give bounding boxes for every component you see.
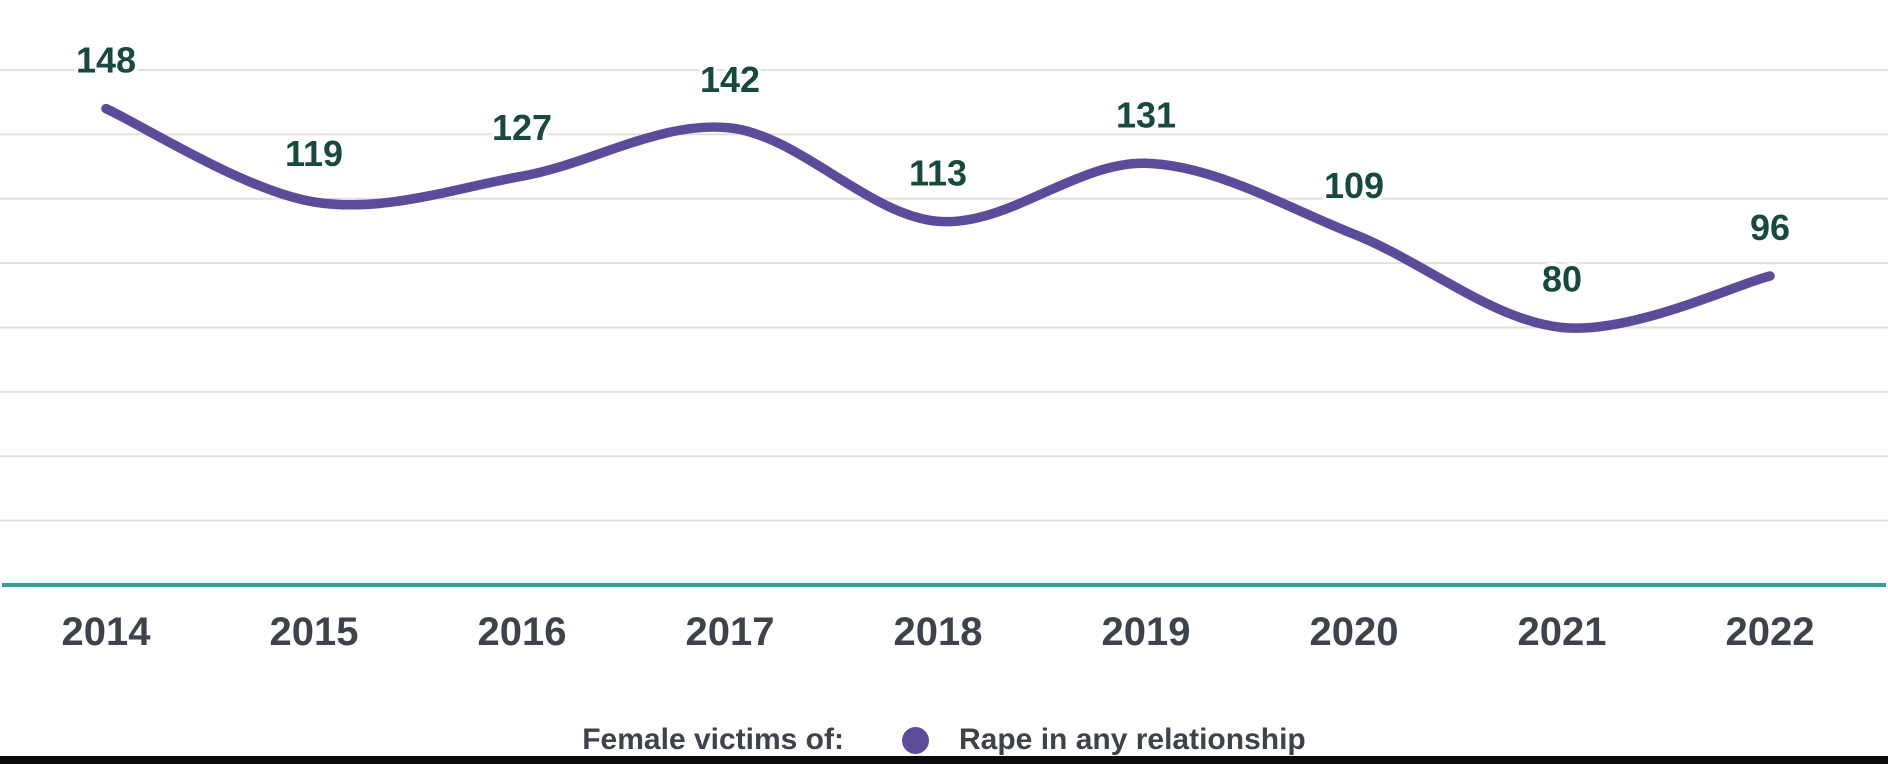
data-point-label: 142 (700, 59, 760, 100)
x-axis-label: 2016 (478, 610, 567, 654)
legend-prefix-label: Female victims of: (582, 723, 844, 756)
x-axis-label: 2014 (62, 610, 152, 654)
data-point-label: 96 (1750, 207, 1790, 248)
x-axis-label: 2020 (1310, 610, 1399, 654)
data-point-label: 80 (1542, 259, 1582, 300)
data-point-label: 127 (492, 107, 552, 148)
data-point-label: 109 (1324, 165, 1384, 206)
data-point-label: 119 (285, 133, 343, 174)
x-axis-label: 2015 (270, 610, 359, 654)
x-axis-label: 2018 (894, 610, 983, 654)
data-point-label: 113 (909, 152, 967, 193)
legend-series-dot-icon (902, 726, 929, 754)
data-point-label: 148 (76, 40, 136, 81)
data-point-label: 131 (1116, 94, 1176, 135)
bottom-divider-bar (0, 756, 1888, 764)
x-axis-label: 2022 (1726, 610, 1815, 654)
legend-series-label: Rape in any relationship (959, 723, 1306, 756)
chart-legend: Female victims of: Rape in any relations… (0, 712, 1888, 764)
series-line (101, 103, 1775, 333)
x-axis-label: 2021 (1518, 610, 1607, 654)
x-axis-label: 2019 (1102, 610, 1191, 654)
chart-canvas: 148 119 127 142 113 131 109 80 96 2014 2015 2016 201… (0, 39, 1888, 654)
x-axis-label: 2017 (686, 610, 775, 654)
